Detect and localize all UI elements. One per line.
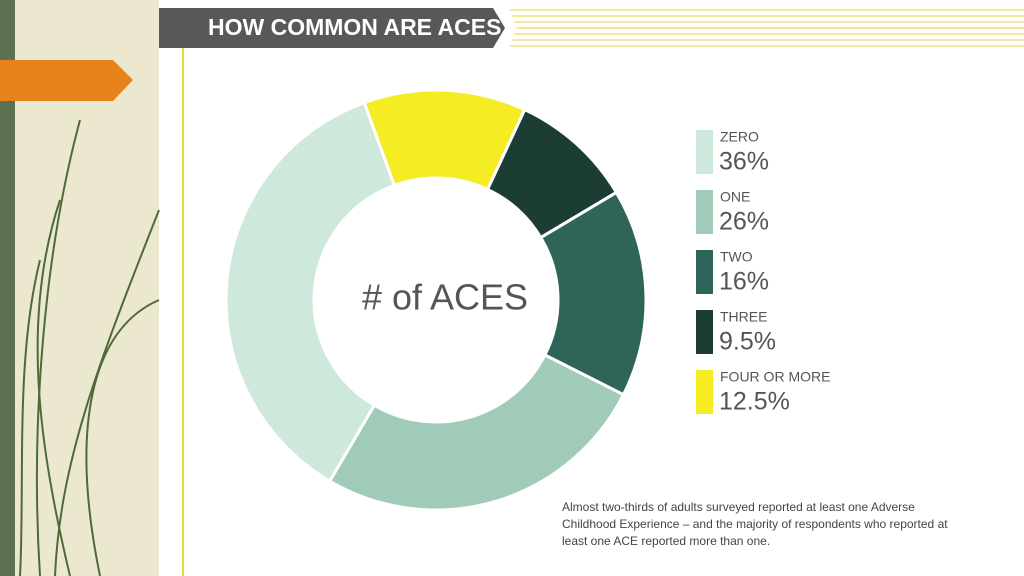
slice xyxy=(224,100,397,484)
legend-value: 36% xyxy=(719,148,769,176)
legend-label: TWO xyxy=(720,249,753,265)
grass xyxy=(19,119,160,576)
stripes xyxy=(510,9,1024,47)
slice xyxy=(327,352,626,512)
title-banner xyxy=(159,8,505,48)
legend-swatch xyxy=(696,310,713,354)
legend-label: ZERO xyxy=(720,129,759,145)
legend-value: 16% xyxy=(719,268,769,296)
arrow xyxy=(0,60,133,101)
note: Almost two-thirds of adults surveyed rep… xyxy=(562,500,948,548)
legend-value: 12.5% xyxy=(719,388,790,416)
legend-label: FOUR OR MORE xyxy=(720,369,830,385)
legend-label: ONE xyxy=(720,189,750,205)
legend-swatch xyxy=(696,190,713,234)
chart-title: HOW COMMON ARE ACES? xyxy=(208,14,516,40)
legend-value: 9.5% xyxy=(719,328,776,356)
legend-label: THREE xyxy=(720,309,767,325)
side-bar xyxy=(0,0,15,576)
legend-swatch xyxy=(696,250,713,294)
center-label: # of ACES xyxy=(362,277,528,318)
legend-swatch xyxy=(696,370,713,414)
legend-value: 26% xyxy=(719,208,769,236)
legend-swatch xyxy=(696,130,713,174)
